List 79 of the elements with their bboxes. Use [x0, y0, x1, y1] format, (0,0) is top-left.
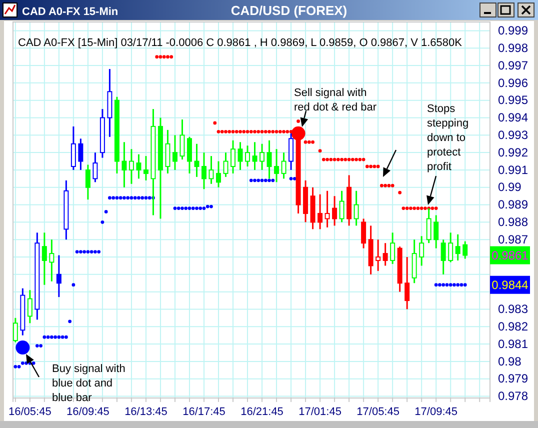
y-tick-label: 0.983 — [498, 302, 528, 316]
annotation: Stops stepping down to protect profit — [427, 103, 469, 173]
x-tick-label: 16/17:45 — [182, 406, 226, 418]
annotation: 0.9861 — [492, 248, 529, 262]
candlestick — [376, 238, 381, 272]
y-tick-label: 0.996 — [498, 76, 528, 90]
y-tick-label: 0.989 — [498, 198, 528, 212]
candlestick — [180, 118, 185, 160]
candlestick — [186, 136, 192, 174]
candlestick — [223, 152, 228, 178]
candlestick — [324, 190, 330, 228]
annotation: Buy signal with blue dot and blue bar — [52, 363, 126, 404]
annotation: 0.9844 — [492, 278, 529, 292]
x-tick-label: 17/01:45 — [298, 406, 342, 418]
candlestick — [238, 141, 243, 171]
x-tick-label: 17/05:45 — [356, 406, 400, 418]
y-tick-label: 0.994 — [498, 110, 528, 125]
candlestick — [70, 126, 76, 171]
candlestick — [172, 134, 178, 171]
candlestick — [122, 141, 127, 188]
candlestick — [49, 238, 54, 282]
candlestick — [462, 240, 468, 260]
text: CAD A0-FX [15-Min] 03/17/11 -0.0006 C 0.9861 , H 0.9869, L 0.9859, O 0.9867, V 1.6580K — [18, 37, 463, 49]
y-tick-label: 0.997 — [498, 58, 528, 72]
candlestick — [56, 254, 62, 298]
candlestick — [165, 129, 170, 174]
y-tick-label: 0.998 — [498, 40, 528, 55]
candlestick — [85, 164, 90, 200]
candlestick — [404, 256, 410, 310]
y-tick-label: 0.999 — [498, 24, 528, 38]
candlestick — [339, 190, 344, 223]
candlestick — [260, 143, 265, 171]
annotation: Sell signal with red dot & red bar — [294, 87, 377, 114]
x-tick-label: 16/05:45 — [8, 406, 52, 418]
candlestick — [128, 148, 134, 185]
y-tick-label: 0.988 — [498, 215, 528, 230]
x-tick-label: 16/09:45 — [66, 406, 110, 418]
candlestick — [201, 152, 206, 190]
candlestick — [434, 214, 439, 250]
candlestick — [390, 232, 396, 265]
candlestick — [281, 152, 286, 180]
y-tick-label: 0.979 — [498, 372, 528, 386]
candlestick — [332, 195, 338, 226]
x-tick-label: 17/09:45 — [414, 406, 458, 418]
candlestick — [92, 152, 98, 183]
candlestick — [230, 140, 236, 174]
y-tick-label: 0.981 — [498, 336, 528, 351]
y-tick-label: 0.991 — [498, 162, 528, 177]
candlestick — [194, 143, 200, 178]
candlestick — [455, 234, 460, 262]
y-tick-label: 0.987 — [498, 232, 528, 246]
candlestick — [216, 160, 221, 188]
candlestick — [354, 190, 359, 226]
candlestick — [252, 141, 258, 171]
candlestick — [143, 155, 148, 182]
candlestick — [318, 194, 323, 230]
candlestick — [361, 218, 366, 250]
candlestick — [448, 232, 454, 263]
candlestick — [27, 289, 32, 324]
text: CAD A0-FX 15-Min — [22, 6, 118, 18]
chart-title: CAD/USD (FOREX) — [230, 3, 348, 18]
candlestick — [419, 235, 424, 266]
x-tick-label: 16/13:45 — [124, 406, 168, 418]
candlestick — [42, 232, 47, 286]
candlestick — [440, 238, 446, 276]
candlestick — [136, 154, 142, 180]
candlestick — [12, 317, 18, 344]
candlestick — [78, 138, 84, 171]
y-tick-label: 0.99 — [498, 180, 522, 194]
y-tick-label: 0.995 — [498, 93, 528, 108]
y-tick-label: 0.978 — [498, 389, 528, 404]
y-tick-label: 0.992 — [498, 145, 528, 160]
y-tick-label: 0.993 — [498, 128, 528, 142]
candlestick — [245, 144, 250, 168]
y-tick-label: 0.98 — [498, 354, 522, 368]
y-tick-label: 0.982 — [498, 319, 528, 334]
candlestick — [208, 155, 214, 185]
candlestick — [382, 242, 388, 266]
x-tick-label: 16/21:45 — [240, 406, 284, 418]
